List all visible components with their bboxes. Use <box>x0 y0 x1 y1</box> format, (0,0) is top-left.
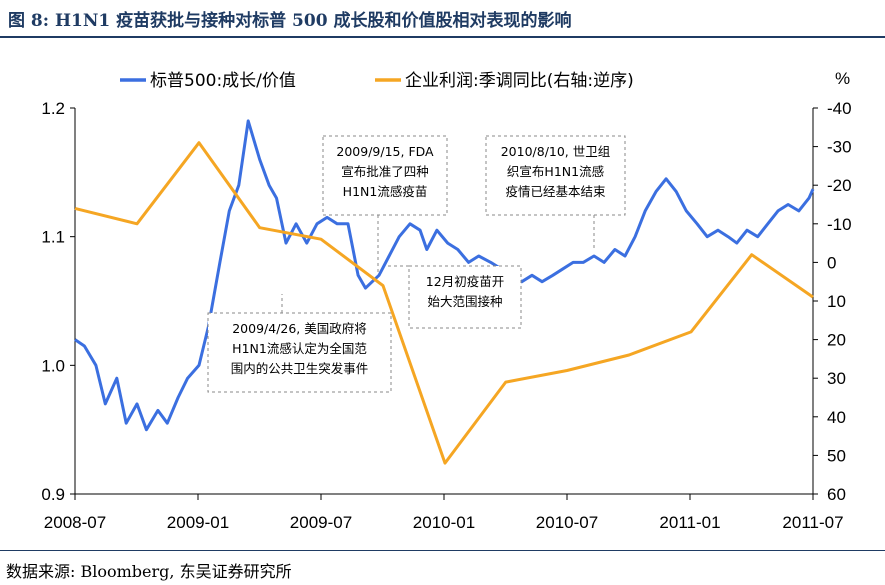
annotation-box <box>207 312 392 393</box>
annotation-text: 围内的公共卫生突发事件 <box>231 361 369 376</box>
footer-divider <box>0 550 885 551</box>
right-tick-label: -20 <box>827 176 852 195</box>
left-tick-label: 1.0 <box>41 356 65 375</box>
x-tick-label: 2009-01 <box>167 513 229 532</box>
legend-label: 企业利润:季调同比(右轴:逆序) <box>405 71 634 91</box>
series-profit-line <box>74 141 814 465</box>
annotation-text: 始大范围接种 <box>427 294 502 309</box>
right-tick-label: 60 <box>827 485 846 504</box>
annotation-text: 12月初疫苗开 <box>426 274 504 289</box>
annotation-text: 疫情已经基本结束 <box>505 184 606 199</box>
annotation-text: 2009/4/26, 美国政府将 <box>232 321 367 336</box>
right-axis-unit: % <box>835 69 850 88</box>
left-tick-label: 1.1 <box>41 228 65 247</box>
right-tick-label: -30 <box>827 138 852 157</box>
right-tick-label: -10 <box>827 215 852 234</box>
title-bar: 图 8: H1N1 疫苗获批与接种对标普 500 成长股和价值股相对表现的影响 <box>0 0 885 38</box>
source-note: 数据来源: Bloomberg, 东吴证券研究所 <box>6 562 292 581</box>
annotation-a2: 2009/9/15, FDA 宣布批准了四种 H1N1流感疫苗 <box>322 135 448 275</box>
left-tick-label: 0.9 <box>41 485 65 504</box>
x-tick-label: 2009-07 <box>290 513 352 532</box>
chart-canvas: 0.9 1.0 1.1 1.2 -40 -30 -20 -10 0 10 20 30 40 50 60% 20… <box>41 69 852 532</box>
right-tick-label: 0 <box>827 253 836 272</box>
right-tick-label: 20 <box>827 331 846 350</box>
right-tick-label: 30 <box>827 369 846 388</box>
x-tick-label: 2011-07 <box>782 513 843 532</box>
x-tick-label: 2011-01 <box>659 513 720 532</box>
annotation-box <box>485 135 626 216</box>
right-tick-label: -40 <box>827 99 852 118</box>
x-tick-label: 2010-07 <box>536 513 598 532</box>
right-tick-label: 50 <box>827 446 846 465</box>
annotation-text: 2010/8/10, 世卫组 <box>501 144 611 159</box>
annotation-text: 织宣布H1N1流感 <box>507 164 604 179</box>
right-tick-label: 40 <box>827 408 846 427</box>
series-growth-value-line <box>74 119 815 432</box>
chart-title: 图 8: H1N1 疫苗获批与接种对标普 500 成长股和价值股相对表现的影响 <box>8 11 572 31</box>
annotation-text: 2009/9/15, FDA <box>336 144 434 159</box>
annotation-text: H1N1流感认定为全国范 <box>232 341 367 356</box>
legend-label: 标普500:成长/价值 <box>150 71 296 91</box>
annotation-text: H1N1流感疫苗 <box>343 184 428 199</box>
left-tick-label: 1.2 <box>41 99 65 118</box>
annotation-text: 宣布批准了四种 <box>341 164 429 179</box>
annotation-box <box>408 265 522 329</box>
x-tick-label: 2008-07 <box>44 513 106 532</box>
x-tick-label: 2010-01 <box>413 513 475 532</box>
annotation-box <box>322 135 448 216</box>
right-tick-label: 10 <box>827 292 846 311</box>
